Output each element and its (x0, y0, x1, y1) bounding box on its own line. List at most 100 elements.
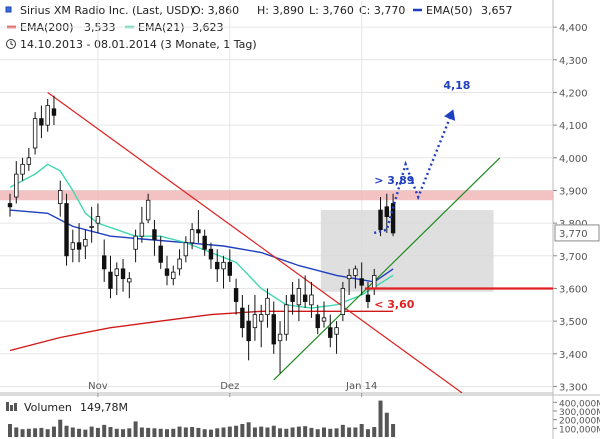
candle-body (227, 261, 232, 276)
candle (139, 206, 145, 243)
candle (258, 304, 264, 348)
candle (39, 105, 44, 139)
candle-body (240, 307, 245, 329)
time-tick-label: Dez (220, 381, 239, 392)
volume-bar (177, 426, 182, 437)
volume-bar (372, 427, 377, 437)
volume-bar (51, 426, 56, 437)
volume-bar (64, 425, 69, 437)
annotation-label: 4,18 (443, 79, 470, 92)
volume-value: 149,78M (80, 401, 128, 414)
candle (108, 255, 113, 299)
candle-body (215, 261, 220, 270)
volume-bar (121, 429, 126, 437)
open-value: O: 3,860 (192, 4, 239, 17)
candle (114, 262, 119, 295)
range-box (320, 210, 494, 292)
volume-bar (102, 424, 107, 437)
volume-tick-label: 300,000M (559, 408, 600, 418)
price-tick-label: 4,300 (559, 56, 588, 67)
candle (290, 281, 295, 315)
candle-body (114, 268, 119, 276)
candle-body (315, 314, 320, 329)
candle-body (378, 209, 383, 231)
volume-bar (58, 419, 63, 437)
volume-icon (6, 402, 9, 411)
volume-bar (215, 428, 220, 437)
candle-body (365, 294, 371, 302)
volume-tick-label: 200,000M (559, 417, 600, 427)
candle-body (76, 242, 82, 250)
volume-bar (146, 427, 151, 437)
volume-bar (108, 427, 113, 437)
candle-body (70, 242, 75, 250)
candle-body (183, 242, 189, 257)
instrument-title: Sirius XM Radio Inc. (Last, USD) (20, 4, 194, 17)
candle (158, 236, 163, 269)
volume-bar (39, 427, 44, 437)
resistance-band (0, 190, 553, 201)
candle (58, 180, 63, 217)
candle (102, 239, 107, 282)
volume-bar (227, 426, 232, 437)
candle-body (7, 203, 13, 208)
candle-body (265, 297, 270, 315)
volume-bar (340, 424, 345, 437)
clock-icon (6, 39, 16, 49)
volume-bar (328, 428, 333, 437)
volume-icon (14, 403, 17, 411)
volume-bar (221, 427, 226, 437)
volume-bar (259, 426, 264, 437)
candle-body (271, 314, 276, 345)
candle (133, 229, 138, 263)
volume-bar (384, 412, 389, 437)
candle (70, 229, 75, 263)
volume-bar (171, 428, 176, 437)
volume-bar (70, 427, 75, 437)
candle (265, 288, 270, 328)
current-price-label: 3,770 (559, 229, 588, 240)
candle (51, 95, 57, 126)
volume-bar (26, 428, 31, 437)
candle (171, 265, 176, 286)
price-tick-label: 4,400 (559, 23, 588, 34)
candle (227, 249, 232, 282)
volume-bar (77, 428, 82, 437)
volume-bar (290, 427, 295, 437)
volume-tick-label: 100,000M (559, 425, 600, 435)
candle-body (127, 278, 132, 283)
volume-bar (83, 429, 88, 437)
candle-body (284, 304, 289, 335)
candle (340, 281, 346, 322)
volume-bar (133, 421, 138, 437)
candle-body (45, 105, 50, 126)
candle-body (39, 118, 44, 126)
candle (89, 206, 94, 243)
candle (45, 99, 50, 132)
candle-body (277, 333, 283, 342)
volume-bar (334, 428, 339, 437)
candle (215, 249, 220, 282)
candle (145, 193, 151, 224)
candle-body (189, 229, 195, 244)
volume-bar (183, 427, 188, 437)
candle-body (64, 203, 69, 257)
candle (26, 148, 32, 171)
projection-path (373, 118, 451, 235)
current-price-box (554, 224, 600, 242)
candle-body (302, 294, 308, 302)
volume-bar (127, 428, 132, 437)
candle (315, 304, 320, 335)
candle (246, 304, 251, 361)
candles (7, 95, 396, 374)
candle-body (196, 229, 201, 234)
candle (20, 157, 25, 181)
price-tick-label: 4,100 (559, 121, 588, 132)
volume-bar (309, 427, 314, 437)
candle-body (359, 278, 364, 286)
candle (7, 193, 13, 217)
candle-body (208, 248, 214, 260)
candle (359, 262, 364, 295)
candle (14, 161, 19, 204)
annotation-label: < 3,60 (374, 298, 415, 311)
